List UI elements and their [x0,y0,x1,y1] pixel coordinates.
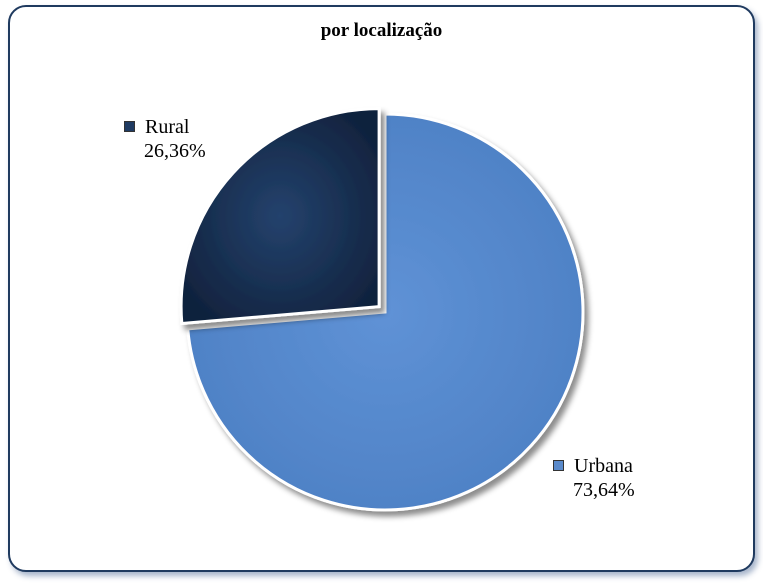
rural-percent: 26,36% [144,140,206,162]
urbana-name: Urbana [574,455,633,477]
pie-slice-rural [179,107,381,326]
pie-slice-urbana [186,112,585,512]
legend-rural: Rural 26,36% [124,115,206,163]
rural-name: Rural [145,116,190,138]
urbana-swatch [553,459,564,471]
chart-title: por localização [320,20,443,41]
legend-urbana: Urbana 73,64% [553,454,635,502]
rural-swatch [124,120,135,132]
urbana-percent: 73,64% [573,479,635,501]
